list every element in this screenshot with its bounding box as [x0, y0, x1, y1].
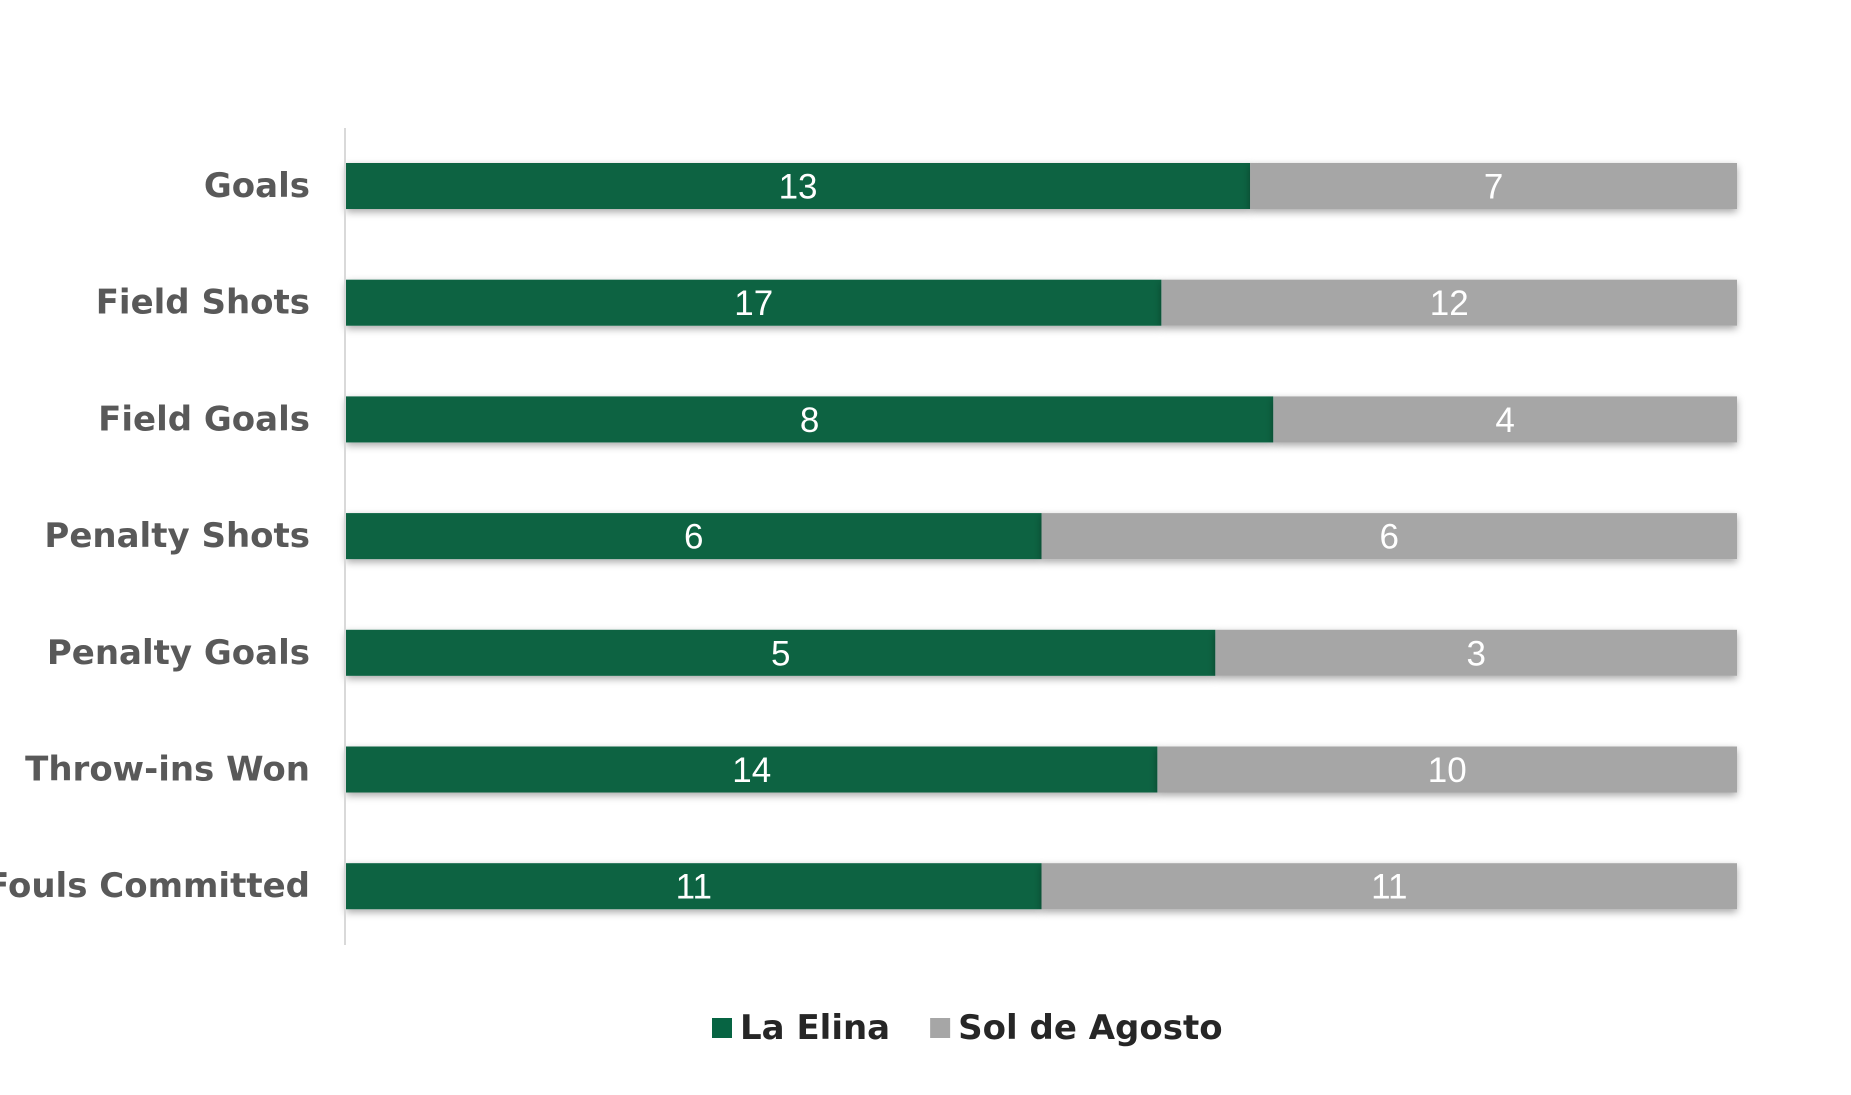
bar-la-elina-throw-ins-won	[346, 746, 1158, 793]
data-label-la-elina-goals: 13	[779, 168, 818, 207]
data-label-la-elina-penalty-goals: 5	[771, 634, 790, 673]
bar-la-elina-fouls-committed	[346, 863, 1042, 910]
category-label-penalty-goals: Penalty Goals	[47, 633, 310, 673]
bar-sol-de-agosto-field-shots	[1161, 279, 1737, 326]
bar-la-elina-field-shots	[346, 279, 1162, 326]
category-label-throw-ins-won: Throw-ins Won	[25, 750, 310, 790]
legend: La Elina Sol de Agosto	[712, 1008, 1223, 1048]
category-labels-group: Goals Field Shots Field Goals Penalty Shots…	[0, 166, 310, 906]
data-label-la-elina-penalty-shots: 6	[684, 518, 703, 557]
data-label-sol-de-agosto-fouls-committed: 11	[1371, 868, 1407, 907]
bar-sol-de-agosto-penalty-goals	[1215, 629, 1737, 676]
legend-label-la-elina: La Elina	[740, 1008, 890, 1048]
category-label-field-goals: Field Goals	[98, 399, 310, 439]
bar-sol-de-agosto-throw-ins-won	[1157, 746, 1737, 793]
bar-la-elina-goals	[346, 163, 1251, 209]
category-label-penalty-shots: Penalty Shots	[44, 516, 310, 556]
category-label-field-shots: Field Shots	[96, 283, 310, 323]
bar-sol-de-agosto-field-goals	[1273, 396, 1737, 443]
data-label-la-elina-throw-ins-won: 14	[732, 751, 771, 790]
bars-group	[346, 163, 1737, 910]
data-label-sol-de-agosto-penalty-goals: 3	[1466, 634, 1485, 673]
data-label-sol-de-agosto-throw-ins-won: 10	[1428, 751, 1467, 790]
data-label-sol-de-agosto-goals: 7	[1484, 168, 1503, 207]
category-label-fouls-committed: Fouls Committed	[0, 866, 310, 906]
bar-la-elina-penalty-goals	[346, 629, 1216, 676]
bar-sol-de-agosto-penalty-shots	[1041, 513, 1737, 560]
bar-sol-de-agosto-goals	[1250, 163, 1737, 209]
legend-swatch-sol-de-agosto	[930, 1018, 951, 1038]
bar-sol-de-agosto-fouls-committed	[1041, 863, 1737, 910]
data-label-la-elina-field-shots: 17	[734, 284, 773, 323]
legend-swatch-la-elina	[712, 1018, 732, 1038]
legend-label-sol-de-agosto: Sol de Agosto	[958, 1008, 1222, 1048]
data-label-sol-de-agosto-field-goals: 4	[1495, 401, 1514, 440]
bar-la-elina-penalty-shots	[346, 513, 1042, 560]
bar-la-elina-field-goals	[346, 396, 1274, 443]
data-labels-group: 13 7 17 12 8 4 6 6 5 3 14 10 11 11	[676, 168, 1515, 907]
data-label-sol-de-agosto-penalty-shots: 6	[1380, 518, 1399, 557]
data-label-la-elina-field-goals: 8	[800, 401, 819, 440]
category-label-goals: Goals	[204, 166, 310, 206]
data-label-la-elina-fouls-committed: 11	[676, 868, 712, 907]
data-label-sol-de-agosto-field-shots: 12	[1430, 284, 1469, 323]
